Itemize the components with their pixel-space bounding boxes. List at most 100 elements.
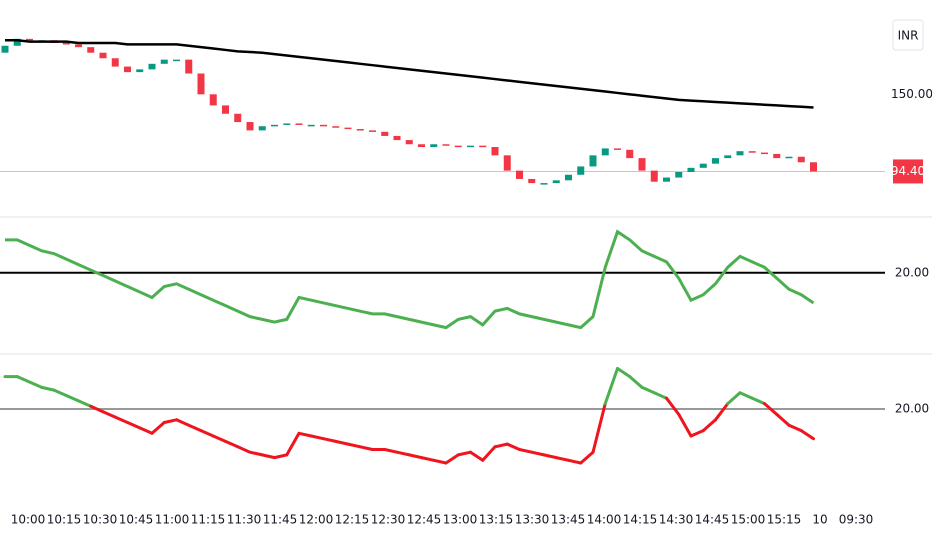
- currency-label: INR: [898, 29, 919, 43]
- indicator-segment: [775, 412, 791, 427]
- candle-body: [491, 147, 499, 156]
- currency-box[interactable]: [892, 19, 924, 51]
- indicator-segment: [28, 380, 44, 389]
- x-tick-label: 13:30: [515, 513, 550, 527]
- x-tick-label: 14:15: [623, 513, 658, 527]
- x-tick-label: 13:15: [479, 513, 514, 527]
- indicator-segment: [591, 402, 607, 454]
- indicator-segment: [138, 426, 154, 435]
- indicator-line: [5, 229, 815, 330]
- x-tick-label: 09:30: [839, 513, 874, 527]
- indicator-segment: [738, 391, 754, 400]
- candle-body: [344, 127, 352, 130]
- x-tick-label: 12:30: [371, 513, 406, 527]
- indicator-segment: [493, 442, 509, 449]
- candle-body: [724, 155, 732, 159]
- candle-body: [209, 94, 217, 106]
- candle-body: [26, 38, 33, 41]
- indicator-segment: [297, 431, 313, 438]
- indicator-segment: [677, 412, 693, 438]
- indicator-segment: [52, 388, 68, 397]
- x-tick-label: 11:45: [263, 513, 298, 527]
- candle-body: [258, 126, 266, 131]
- x-tick-label: 10:15: [47, 513, 82, 527]
- candle-body: [160, 59, 168, 64]
- candle-body: [356, 129, 364, 131]
- last-price-box: [893, 159, 923, 184]
- indicator-segment: [113, 415, 129, 424]
- candle-body: [577, 166, 585, 175]
- indicator-segment: [444, 453, 460, 465]
- candle-body: [699, 163, 707, 168]
- candle-body: [675, 172, 683, 178]
- indicator-segment: [579, 450, 595, 465]
- indicator-segment: [420, 456, 436, 462]
- moving-average: [5, 38, 814, 109]
- candle-body: [503, 155, 511, 171]
- candle-body: [185, 59, 193, 74]
- indicator-segment: [40, 385, 56, 392]
- candle-body: [405, 140, 413, 145]
- candle-body: [295, 123, 303, 125]
- x-tick-label: 13:45: [551, 513, 586, 527]
- x-tick-label: 15:00: [731, 513, 766, 527]
- x-tick-label: 10: [812, 513, 827, 527]
- indicator-segment: [162, 418, 178, 424]
- x-tick-label: 10:30: [83, 513, 118, 527]
- candle-body: [650, 170, 658, 182]
- indicator-segment: [89, 404, 105, 414]
- indicator-segment: [248, 450, 264, 457]
- candle-body: [197, 73, 205, 95]
- candle-body: [87, 47, 95, 53]
- indicator-segment: [273, 453, 289, 460]
- candle-body: [381, 131, 389, 136]
- indicator-segment: [126, 421, 142, 430]
- indicator-segment: [395, 450, 411, 457]
- x-tick-label: 12:15: [335, 513, 370, 527]
- candle-body: [626, 149, 634, 159]
- indicator-segment: [456, 450, 472, 457]
- candle-body: [454, 145, 462, 148]
- candle-body: [748, 151, 756, 153]
- candle-body: [320, 124, 327, 127]
- indicator-segment: [150, 421, 166, 435]
- indicator-segment: [640, 385, 656, 395]
- candle-body: [75, 44, 82, 48]
- candle-body: [773, 153, 781, 159]
- indicator-segment: [236, 445, 252, 454]
- candle-body: [111, 58, 119, 67]
- indicator-segment: [211, 434, 227, 443]
- indicator-segment: [334, 439, 350, 446]
- indicator-segment: [518, 448, 534, 454]
- candle-body: [687, 167, 695, 172]
- indicator-segment: [652, 391, 668, 400]
- candle-body: [13, 38, 21, 46]
- candle-body: [369, 130, 376, 132]
- candle-body: [467, 145, 474, 148]
- indicator-segment: [530, 450, 546, 457]
- x-tick-label: 11:15: [191, 513, 226, 527]
- candle-body: [222, 105, 229, 114]
- candle-body: [62, 43, 70, 45]
- indicator-segment: [346, 442, 362, 449]
- candle-body: [136, 69, 144, 73]
- indicator-segment: [714, 402, 730, 422]
- x-tick-label: 14:45: [695, 513, 730, 527]
- indicator-segment: [358, 445, 374, 451]
- indicator-segment: [77, 399, 93, 408]
- candle-body: [418, 144, 425, 148]
- indicator-segment: [787, 423, 803, 433]
- x-tick-label: 12:45: [407, 513, 442, 527]
- candle-body: [1, 45, 9, 53]
- candle-body: [124, 66, 131, 73]
- candle-body: [173, 59, 180, 62]
- candle-body: [712, 158, 719, 164]
- indicator-segment: [260, 453, 276, 460]
- indicator-segment: [187, 423, 203, 433]
- indicator-segment: [554, 456, 570, 462]
- candle-body: [614, 148, 621, 150]
- indicator-segment: [665, 396, 681, 416]
- indicator-segment: [628, 375, 644, 389]
